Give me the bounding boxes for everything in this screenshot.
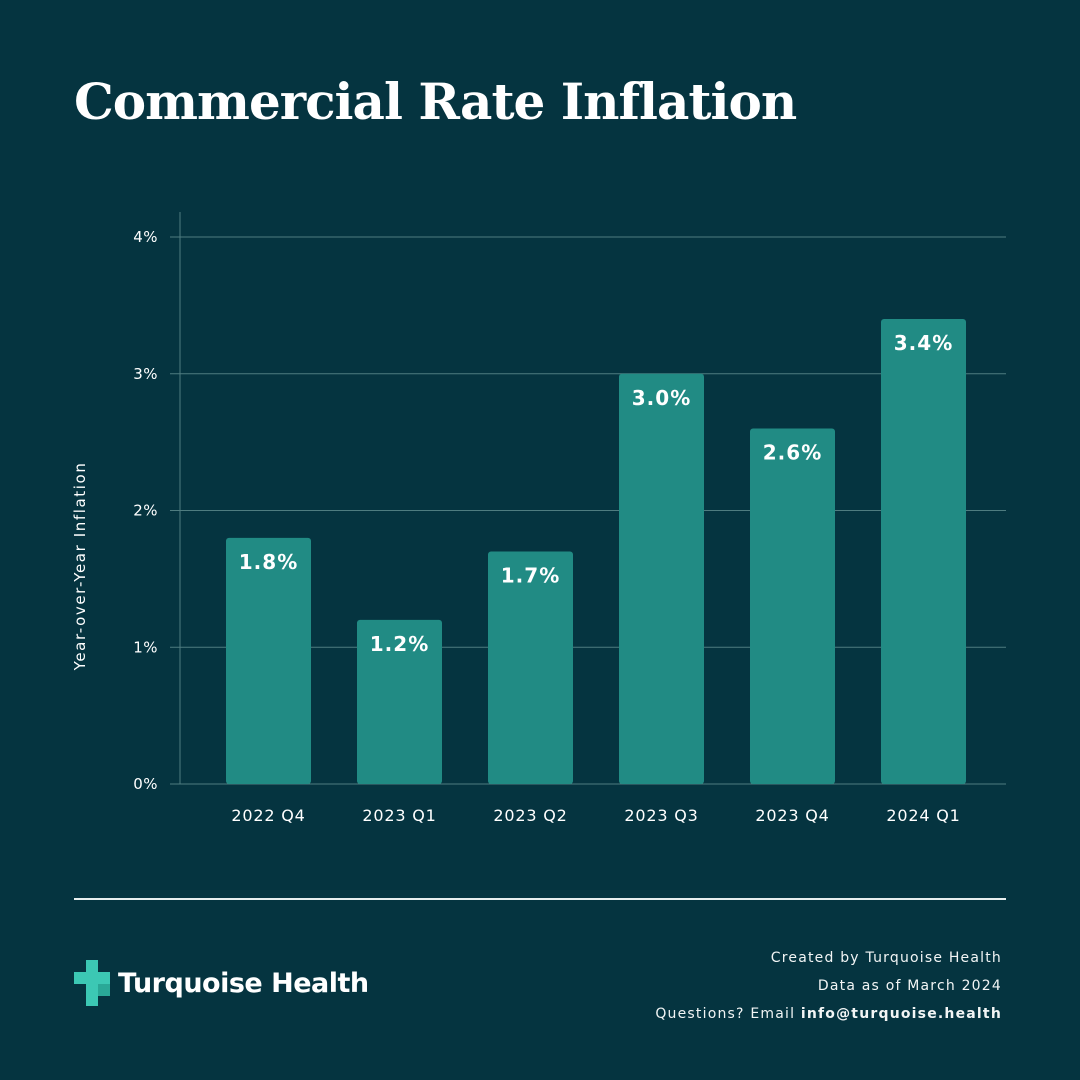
x-tick-label: 2023 Q2: [493, 806, 567, 825]
data-date-line: Data as of March 2024: [817, 978, 1002, 994]
bar: [619, 373, 704, 784]
labels: 1.8% 2022 Q4 1.2% 2023 Q1 1.7% 2023 Q2 3.0% 202…: [231, 331, 960, 825]
bar: [226, 537, 311, 784]
y-tick-label: 2%: [133, 502, 158, 520]
plus-icon: [74, 960, 110, 1006]
x-tick-label: 2023 Q4: [755, 806, 829, 825]
y-tick-label: 4%: [133, 228, 158, 246]
y-axis: 0% 1% 2% 3% 4%: [133, 212, 181, 793]
bars: [226, 319, 966, 784]
bar-value-label: 2.6%: [763, 440, 822, 464]
questions-label: Questions? Email: [655, 1006, 796, 1022]
chart-title: Commercial Rate Inflation: [74, 72, 797, 131]
y-tick-label: 0%: [133, 775, 158, 793]
credits: Created by Turquoise Health Data as of M…: [655, 944, 1002, 1028]
footer-divider: [74, 898, 1006, 900]
brand-logo: Turquoise Health: [74, 960, 369, 1006]
y-tick-label: 1%: [133, 638, 158, 656]
bar-chart: 0% 1% 2% 3% 4% 1.8% 2022 Q4 1.2% 2023 Q1 1.7% 202…: [71, 212, 1006, 825]
bar: [488, 551, 573, 784]
x-tick-label: 2024 Q1: [886, 806, 960, 825]
logo-text: Turquoise Health: [118, 967, 369, 999]
x-tick-label: 2023 Q3: [624, 806, 698, 825]
contact-email[interactable]: info@turquoise.health: [800, 1006, 1002, 1022]
credit-line: Created by Turquoise Health: [770, 950, 1002, 966]
bar-value-label: 1.2%: [370, 632, 429, 656]
x-tick-label: 2022 Q4: [231, 806, 305, 825]
y-axis-title: Year-over-Year Inflation: [71, 462, 89, 672]
bar-value-label: 1.8%: [239, 550, 298, 574]
bar-value-label: 3.4%: [894, 331, 953, 355]
bar: [881, 319, 966, 784]
contact-line: Questions? Email info@turquoise.health: [655, 1000, 1002, 1028]
bar-value-label: 3.0%: [632, 386, 691, 410]
y-tick-label: 3%: [133, 365, 158, 383]
bar: [750, 428, 835, 784]
bar-value-label: 1.7%: [501, 564, 560, 588]
bar: [357, 619, 442, 784]
x-tick-label: 2023 Q1: [362, 806, 436, 825]
